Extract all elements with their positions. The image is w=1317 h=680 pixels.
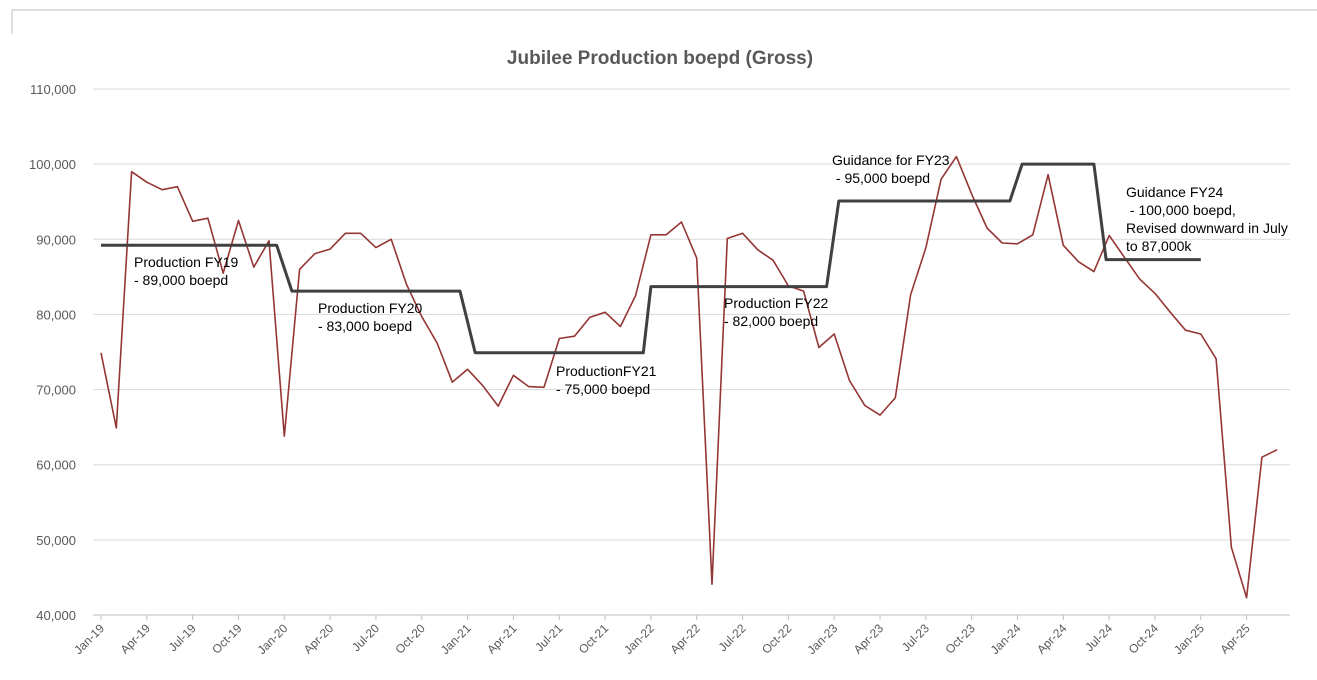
x-tick-label: Jan-23 <box>804 621 840 657</box>
production-series-line <box>100 155 1278 599</box>
x-tick-label: Jan-20 <box>255 621 291 657</box>
y-tick-label: 70,000 <box>36 383 76 398</box>
x-tick-label: Jul-23 <box>899 621 932 654</box>
x-tick-label: Oct-20 <box>393 621 429 657</box>
x-tick-label: Jul-19 <box>166 621 199 654</box>
chart-title: Jubilee Production boepd (Gross) <box>507 48 813 69</box>
x-tick-label: Apr-22 <box>667 621 703 657</box>
x-tick-label: Apr-20 <box>301 621 337 657</box>
x-tick-label: Oct-23 <box>942 621 978 657</box>
x-tick-label: Jan-25 <box>1171 621 1207 657</box>
y-tick-label: 80,000 <box>36 307 76 322</box>
x-tick-label: Jul-24 <box>1082 621 1115 654</box>
x-tick-label: Apr-24 <box>1034 621 1070 657</box>
annotation-label: ProductionFY21- 75,000 boepd <box>556 363 657 397</box>
x-axis-tick-labels: Jan-19 Apr-19 Jul-19 Oct-19 Jan-20 Apr-20 Jul-… <box>71 615 1253 657</box>
annotation-label: Production FY22- 82,000 boepd <box>724 295 828 329</box>
annotation-label: Guidance for FY23 - 95,000 boepd <box>832 152 950 186</box>
x-tick-label: Apr-23 <box>851 621 887 657</box>
x-tick-label: Jan-24 <box>988 621 1024 657</box>
y-tick-label: 50,000 <box>36 533 76 548</box>
x-tick-label: Jan-22 <box>621 621 657 657</box>
x-tick-label: Oct-19 <box>209 621 245 657</box>
x-tick-label: Apr-25 <box>1217 621 1253 657</box>
x-tick-label: Apr-19 <box>118 621 154 657</box>
y-axis-tick-labels: 40,000 50,000 60,000 70,000 80,000 90,000 100,… <box>29 82 76 623</box>
x-tick-label: Jul-21 <box>532 621 565 654</box>
y-tick-label: 110,000 <box>30 82 76 97</box>
x-tick-label: Apr-21 <box>484 621 520 657</box>
guidance-series-line <box>101 162 1201 355</box>
y-tick-label: 40,000 <box>36 608 76 623</box>
x-tick-label: Jul-20 <box>349 621 382 654</box>
y-tick-label: 100,000 <box>29 157 76 172</box>
annotation-label: Production FY19- 89,000 boepd <box>134 254 238 288</box>
gridlines <box>93 88 1290 616</box>
y-tick-label: 90,000 <box>36 232 76 247</box>
x-tick-label: Jul-22 <box>716 621 749 654</box>
x-tick-label: Oct-22 <box>759 621 795 657</box>
series-lines <box>100 155 1278 599</box>
x-tick-label: Oct-21 <box>576 621 612 657</box>
x-tick-label: Jan-21 <box>438 621 474 657</box>
y-tick-label: 60,000 <box>36 458 76 473</box>
x-tick-label: Jan-19 <box>71 621 107 657</box>
annotations: Production FY19- 89,000 boepd Production … <box>134 152 1288 397</box>
annotation-label: Guidance FY24 - 100,000 boepd, Revised do… <box>1126 184 1288 254</box>
annotation-label: Production FY20- 83,000 boepd <box>318 300 422 334</box>
x-tick-label: Oct-24 <box>1126 621 1162 657</box>
